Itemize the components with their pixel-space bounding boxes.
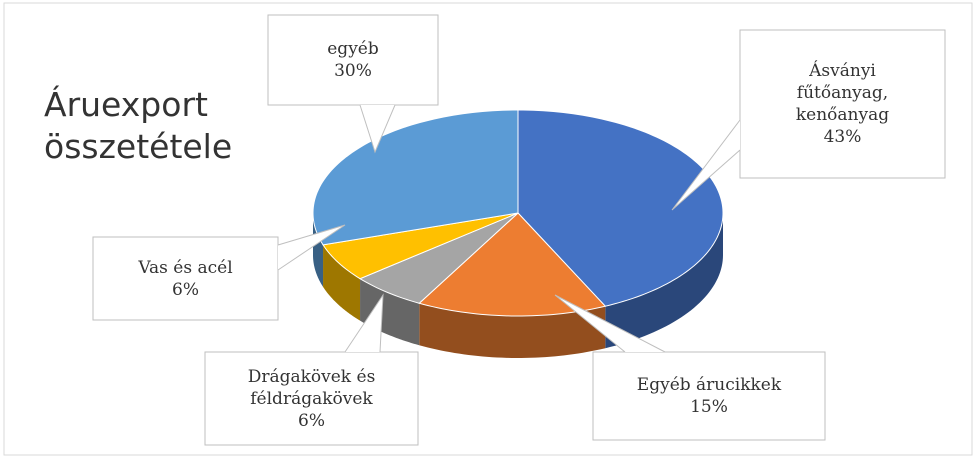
chart-border xyxy=(3,2,973,456)
value-label: 6% xyxy=(298,410,325,431)
data-label: egyéb 30% xyxy=(268,15,438,105)
callout-pointer xyxy=(277,224,346,271)
value-label: 43% xyxy=(823,127,862,147)
category-label: Vas és acél xyxy=(138,257,233,278)
data-label: Vas és acél 6% xyxy=(93,237,278,320)
slice-side xyxy=(605,213,723,349)
data-label: Ásványi fűtőanyag, kenőanyag 43% xyxy=(740,30,945,178)
slice xyxy=(312,109,519,246)
category-label: egyéb xyxy=(327,39,379,59)
slice-side xyxy=(313,213,324,287)
slice xyxy=(358,212,519,304)
callout-pointer xyxy=(344,293,384,353)
callout-box xyxy=(92,236,279,321)
data-label: Egyéb árucikkek 15% xyxy=(593,352,825,440)
slice-side xyxy=(419,303,606,358)
callout-pointer xyxy=(554,294,666,353)
callout-box xyxy=(592,351,826,441)
callout-box xyxy=(267,14,439,106)
callout-pointer xyxy=(359,104,396,154)
chart-title: Áruexport összetétele xyxy=(44,85,233,166)
slice xyxy=(517,109,724,307)
callout-box xyxy=(739,29,946,179)
callout-pointer xyxy=(671,119,741,211)
value-label: 30% xyxy=(334,61,372,81)
category-label: Ásványi fűtőanyag, kenőanyag xyxy=(795,61,890,125)
category-label: Drágakövek és féldrágakövek xyxy=(247,366,376,409)
category-label: Egyéb árucikkek xyxy=(636,375,782,395)
slice-side xyxy=(323,244,361,321)
slice xyxy=(322,212,519,280)
data-label: Drágakövek és féldrágakövek 6% xyxy=(205,352,418,445)
value-label: 15% xyxy=(690,397,728,417)
value-label: 6% xyxy=(172,279,199,300)
callout-box xyxy=(204,351,419,446)
